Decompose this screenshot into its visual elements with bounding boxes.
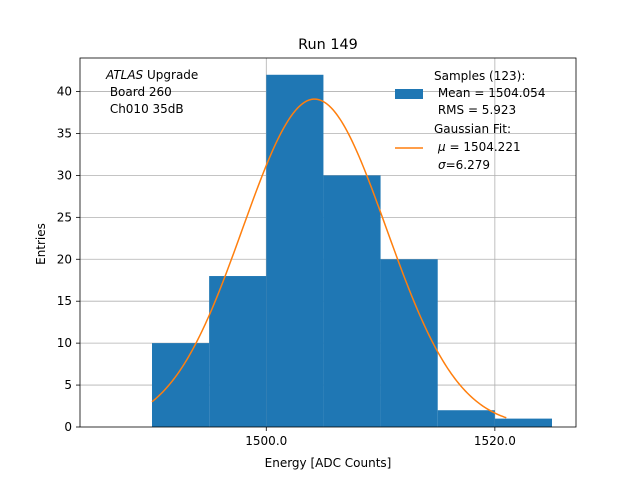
atlas-annotation: ATLAS Upgrade Board 260 Ch010 35dB bbox=[105, 68, 198, 116]
histogram-bar bbox=[380, 259, 438, 427]
x-tick-label: 1520.0 bbox=[474, 434, 516, 448]
y-tick-label: 0 bbox=[64, 420, 72, 434]
x-tick-label: 1500.0 bbox=[245, 434, 287, 448]
histogram-bar bbox=[494, 418, 552, 427]
y-tick-label: 15 bbox=[57, 294, 72, 308]
legend-samples-rms: RMS = 5.923 bbox=[434, 103, 516, 117]
legend-mu-value: = 1504.221 bbox=[446, 140, 521, 154]
y-tick-label: 30 bbox=[57, 168, 72, 182]
y-tick-label: 10 bbox=[57, 336, 72, 350]
atlas-brand: ATLAS bbox=[105, 68, 144, 82]
histogram-bars bbox=[152, 74, 552, 427]
legend: Samples (123): Mean = 1504.054 RMS = 5.9… bbox=[395, 69, 545, 172]
x-axis-ticks: 1500.0 1520.0 bbox=[245, 427, 516, 448]
y-tick-label: 25 bbox=[57, 210, 72, 224]
axes-frame bbox=[79, 57, 577, 428]
histogram-bar bbox=[152, 343, 210, 427]
y-tick-label: 20 bbox=[57, 252, 72, 266]
histogram-bar bbox=[266, 74, 324, 427]
annotation-channel: Ch010 35dB bbox=[106, 102, 184, 116]
legend-mu-symbol: μ bbox=[437, 140, 446, 154]
chart-title: Run 149 bbox=[298, 37, 358, 53]
legend-fit-sigma: σ=6.279 bbox=[438, 158, 490, 172]
legend-samples-swatch bbox=[395, 89, 423, 99]
histogram-bar bbox=[323, 175, 381, 427]
y-axis-label: Entries bbox=[34, 223, 48, 265]
annotation-line-1: ATLAS Upgrade bbox=[105, 68, 198, 82]
legend-fit-mu: μ = 1504.221 bbox=[437, 140, 521, 154]
histogram-bar bbox=[209, 276, 267, 427]
legend-sigma-value: =6.279 bbox=[446, 158, 490, 172]
histogram-bar bbox=[437, 410, 495, 427]
y-tick-label: 5 bbox=[64, 378, 72, 392]
legend-samples-title: Samples (123): bbox=[434, 69, 525, 83]
x-axis-label: Energy [ADC Counts] bbox=[265, 456, 392, 470]
legend-fit-title: Gaussian Fit: bbox=[434, 122, 511, 136]
gaussian-fit-curve bbox=[151, 98, 507, 419]
y-tick-label: 35 bbox=[57, 126, 72, 140]
legend-samples-mean: Mean = 1504.054 bbox=[434, 86, 545, 100]
atlas-brand-suffix: Upgrade bbox=[143, 68, 198, 82]
y-tick-label: 40 bbox=[57, 85, 72, 99]
legend-sigma-symbol: σ bbox=[438, 158, 446, 172]
y-axis-ticks: 0 5 10 15 20 25 30 35 40 bbox=[57, 85, 80, 434]
annotation-board: Board 260 bbox=[106, 85, 172, 99]
